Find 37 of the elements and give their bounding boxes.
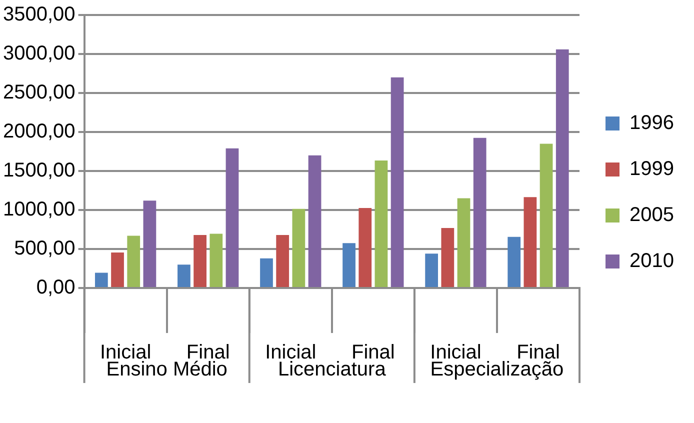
bar — [425, 254, 438, 287]
legend-label: 1999 — [630, 158, 674, 180]
y-tick-label: 3000,00 — [3, 42, 76, 65]
bar — [390, 77, 404, 287]
bar — [308, 155, 322, 287]
bar — [457, 198, 470, 287]
bar — [178, 264, 190, 287]
bar — [374, 160, 388, 287]
legend-label: 2005 — [630, 204, 674, 226]
bar — [194, 234, 206, 287]
bar — [524, 197, 537, 287]
legend-label: 2010 — [630, 250, 674, 272]
y-tick-label: 2500,00 — [3, 82, 76, 104]
bar — [292, 208, 306, 287]
bar — [210, 234, 223, 287]
bar — [111, 252, 124, 287]
bar — [473, 138, 486, 287]
bar — [276, 234, 290, 287]
bar — [143, 200, 156, 287]
bar — [127, 236, 140, 287]
bar — [556, 49, 569, 287]
y-tick-label: 500,00 — [14, 238, 76, 260]
text: Especialização — [430, 358, 564, 381]
bar — [358, 208, 372, 287]
bar — [226, 148, 239, 287]
y-tick-label: 3500,00 — [3, 4, 76, 26]
y-tick-label: 2000,00 — [3, 120, 76, 143]
legend-label: 1996 — [630, 112, 674, 134]
y-tick-label: 0,00 — [36, 276, 76, 299]
bar — [441, 228, 454, 287]
bar — [508, 236, 521, 287]
bar — [94, 272, 108, 287]
y-tick-label: 1500,00 — [3, 160, 76, 182]
bar — [342, 243, 356, 287]
y-tick-label: 1000,00 — [3, 198, 76, 221]
bar — [260, 258, 273, 287]
bar — [540, 144, 553, 287]
